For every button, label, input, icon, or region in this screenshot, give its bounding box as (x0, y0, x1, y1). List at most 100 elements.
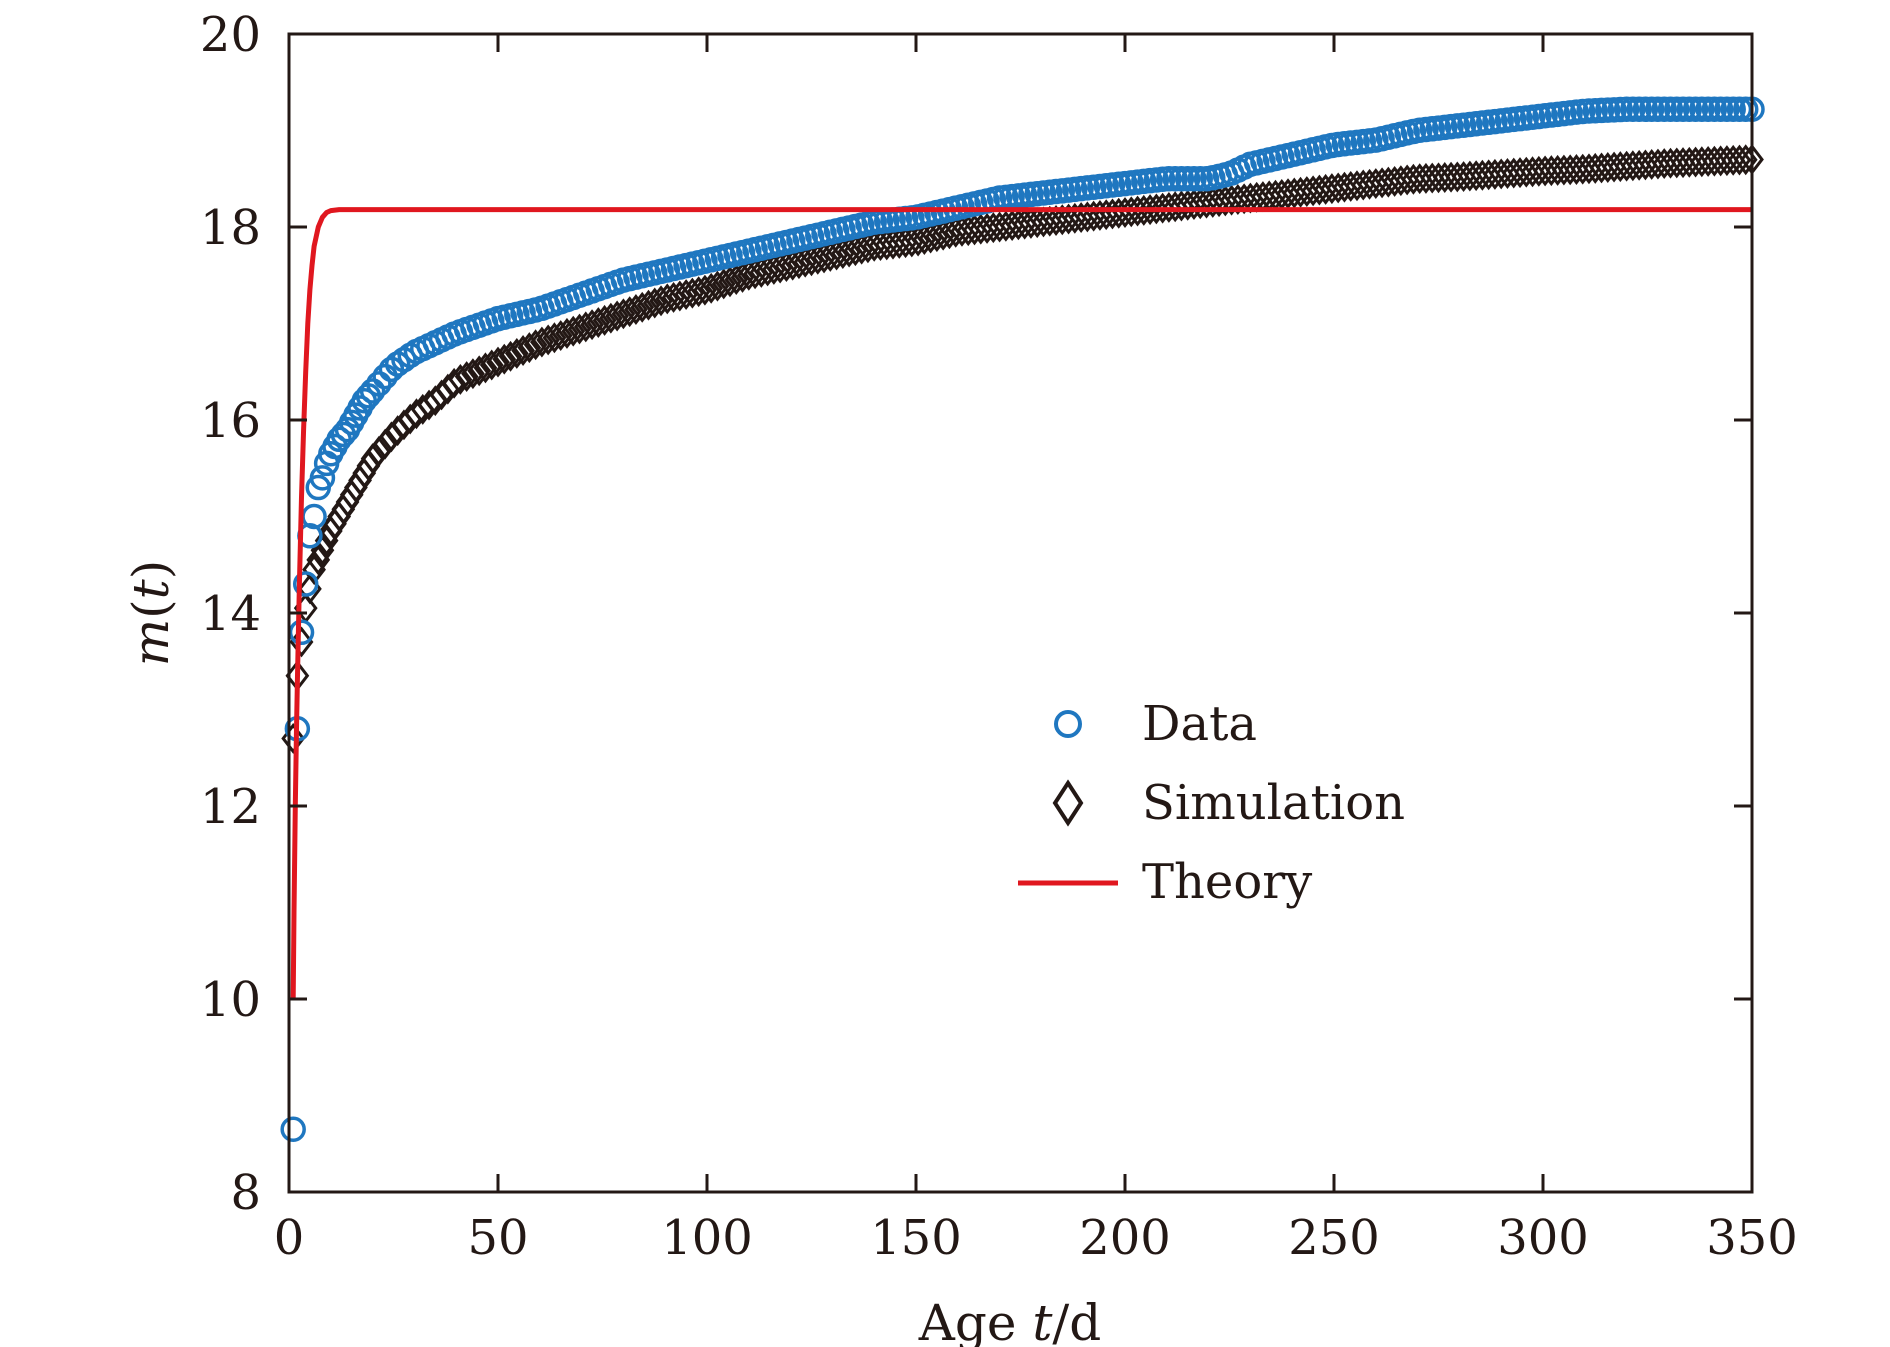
simulation-point (1207, 186, 1231, 218)
simulation-point (1301, 175, 1325, 207)
simulation-point (868, 230, 893, 262)
simulation-point (360, 443, 385, 475)
simulation-point (586, 307, 611, 338)
simulation-point (1062, 202, 1087, 234)
theory-line (290, 207, 1752, 1000)
simulation-point (504, 337, 529, 369)
simulation-point (843, 235, 868, 267)
simulation-point (768, 252, 793, 284)
data-point (309, 465, 336, 491)
simulation-point (799, 245, 824, 277)
simulation-point (561, 315, 586, 347)
legend-marker-simulation (1052, 779, 1084, 827)
simulation-point (655, 283, 680, 315)
simulation-point (649, 285, 673, 317)
simulation-point (1050, 204, 1075, 236)
simulation-point (1169, 190, 1194, 222)
simulation-point (787, 248, 811, 280)
simulation-point (517, 332, 542, 364)
simulation-point (661, 281, 686, 313)
x-tick-label: 300 (1497, 1210, 1589, 1266)
simulation-point (887, 227, 912, 259)
simulation-point (366, 435, 391, 467)
simulation-point (1376, 166, 1401, 198)
y-tick-label: 10 (200, 972, 261, 1028)
simulation-point (686, 276, 711, 308)
simulation-point (548, 320, 573, 352)
simulation-point (1363, 168, 1388, 200)
y-axis-label-close: ) (122, 560, 180, 580)
simulation-point (943, 216, 968, 248)
simulation-point (1006, 209, 1031, 241)
simulation-point (956, 215, 981, 247)
simulation-point (1351, 169, 1376, 201)
simulation-point (542, 322, 567, 354)
x-axis-label-prefix: Age (918, 1294, 1033, 1347)
simulation-point (642, 287, 667, 319)
simulation-point (1370, 167, 1394, 199)
simulation-point (605, 300, 630, 332)
simulation-point (937, 218, 962, 250)
simulation-point (1188, 188, 1213, 220)
simulation-point (567, 313, 592, 345)
simulation-point (454, 361, 479, 393)
x-axis-label-variable: t (1032, 1294, 1053, 1347)
simulation-point (1294, 176, 1319, 207)
data-point (288, 619, 315, 646)
simulation-point (736, 259, 761, 291)
simulation-point (1213, 185, 1238, 217)
simulation-point (824, 239, 849, 271)
simulation-point (529, 326, 554, 358)
data-point (391, 346, 417, 373)
y-axis-label-open: ( (122, 599, 180, 619)
simulation-point (931, 219, 956, 251)
simulation-point (1225, 184, 1250, 215)
simulation-point (1075, 201, 1100, 233)
x-tick-label: 350 (1706, 1210, 1798, 1266)
simulation-point (373, 428, 398, 460)
simulation-point (1382, 165, 1407, 197)
simulation-point (699, 272, 724, 304)
simulation-point (555, 317, 579, 349)
simulation-point (617, 296, 642, 328)
simulation-point (1326, 172, 1351, 204)
simulation-point (718, 266, 742, 298)
simulation-point (598, 302, 623, 334)
y-tick-label: 8 (230, 1165, 261, 1221)
y-axis-label-argument: t (122, 578, 180, 599)
simulation-point (962, 214, 987, 246)
simulation-point (818, 240, 843, 272)
simulation-point (918, 222, 943, 254)
simulation-point (780, 249, 805, 281)
simulation-point (849, 233, 874, 265)
simulation-point (536, 324, 561, 356)
simulation-point (473, 352, 498, 384)
simulation-point (805, 243, 830, 275)
x-tick-label: 200 (1079, 1210, 1171, 1266)
legend-label-data: Data (1142, 696, 1257, 752)
simulation-point (893, 227, 918, 259)
simulation-point (636, 289, 661, 321)
axis-ticks: 0 50 100 150 200 250 300 350 8 10 12 14 16 18 20 (200, 7, 1798, 1266)
legend-label-theory: Theory (1142, 854, 1312, 910)
y-axis-label-variable: m (122, 619, 180, 666)
simulation-point (1044, 205, 1068, 236)
simulation-point (1150, 192, 1175, 224)
y-tick-label: 14 (200, 586, 261, 642)
simulation-point (573, 311, 598, 343)
simulation-point (1131, 194, 1156, 226)
data-point (366, 371, 392, 397)
simulation-point (580, 309, 604, 341)
x-tick-label: 0 (274, 1210, 305, 1266)
series-data (280, 96, 1765, 1143)
simulation-point (881, 228, 905, 260)
simulation-point (1182, 189, 1206, 221)
simulation-point (755, 255, 780, 287)
simulation-point (724, 264, 749, 296)
simulation-point (1056, 203, 1081, 235)
simulation-point (680, 277, 705, 309)
simulation-point (1175, 189, 1200, 221)
x-tick-label: 250 (1288, 1210, 1380, 1266)
simulation-point (592, 304, 617, 336)
simulation-point (761, 253, 786, 285)
